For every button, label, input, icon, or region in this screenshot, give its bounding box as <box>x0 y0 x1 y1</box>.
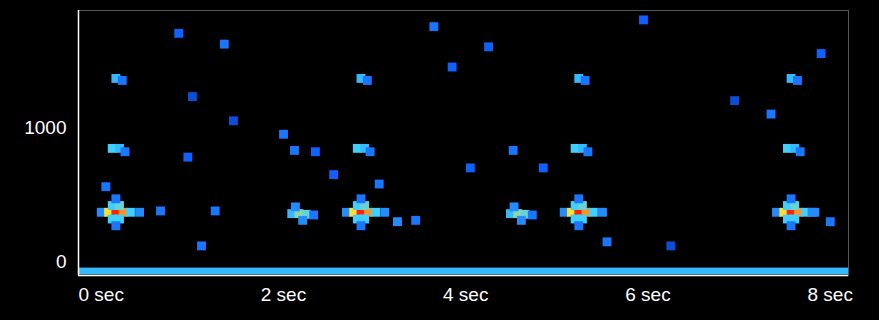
svg-text:0: 0 <box>56 251 67 272</box>
svg-text:0 sec: 0 sec <box>79 284 124 305</box>
svg-text:2 sec: 2 sec <box>261 284 306 305</box>
svg-text:6 sec: 6 sec <box>625 284 670 305</box>
svg-text:1000: 1000 <box>24 117 66 138</box>
svg-text:8 sec: 8 sec <box>807 284 852 305</box>
svg-text:4 sec: 4 sec <box>443 284 488 305</box>
